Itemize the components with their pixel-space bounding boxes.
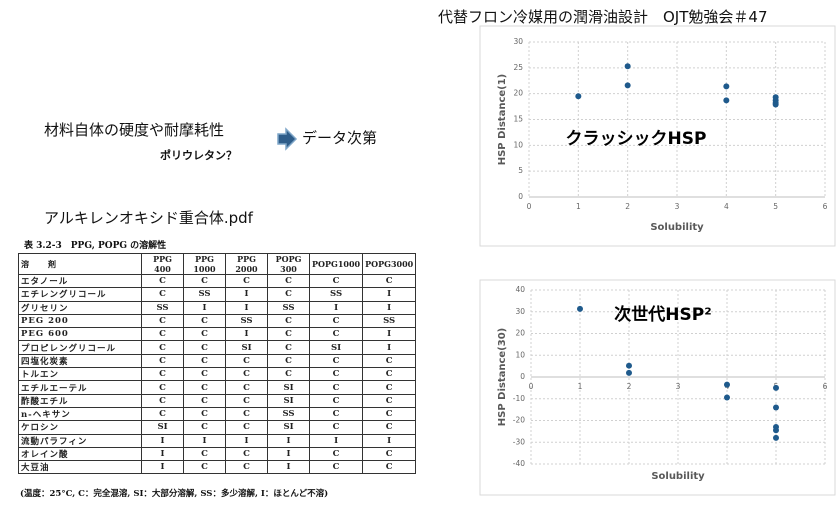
x-tick-label: 2 [625,202,630,211]
row: 流動パラフィン I I I I I I [18,433,417,448]
y-tick-label: 0 [518,192,523,201]
x-tick-label: 0 [529,382,534,391]
row: エチルエーテル C C C SI C C [18,380,417,395]
x-tick-label: 0 [527,202,532,211]
row: 大豆油 I C C I C C [18,460,417,475]
cell: 大豆油 [18,460,142,475]
table-caption: 表 3.2-3 PPG, POPG の溶解性 [24,241,167,251]
slide-title: 代替フロン冷媒用の潤滑油設計 OJT勉強会＃47 [438,8,768,26]
point [773,404,779,411]
y-tick-label: -40 [513,459,525,468]
cell: SS [362,313,417,329]
y-axis-label: HSP Distance(1) [497,74,508,166]
x-tick-label: 3 [675,202,680,211]
y-tick-label: -30 [513,437,525,446]
point [773,427,779,434]
x-tick-label: 3 [676,382,681,391]
y-tick-label: 10 [515,350,525,359]
point [723,97,730,104]
note: データ次第 [302,129,378,147]
y-tick-label: 30 [513,37,523,46]
y-tick-label: 5 [518,166,523,175]
y-tick-label: -10 [513,394,525,403]
point [773,384,779,391]
row: プロピレングリコール C C SI C SI I [18,340,417,355]
row: 酢酸エチル C C C SI C C [18,393,417,408]
x-tick-label: 1 [578,382,583,391]
point [626,369,632,376]
y-tick-label: 20 [515,329,525,338]
note: ポリウレタン？ [160,149,237,162]
header-row: 溶 剤 PPG 400 PPG 1000 PPG 2000 POPG 300 POPG10… [18,253,417,275]
header-cell: POPG 300 [267,253,310,275]
y-tick-label: 10 [513,140,523,149]
row: エタノール C C C C C C [18,273,417,289]
cell: C [362,460,417,475]
arrow-icon [277,127,298,151]
point [724,381,730,388]
table-footnote: (温度：25°C, C：完全混溶, SI：大部分溶解, SS：多少溶解, I：ほ… [20,489,329,499]
x-tick-label: 5 [773,202,778,211]
y-tick-label: 15 [513,115,523,124]
point [773,434,779,441]
point [624,82,631,89]
file-name: アルキレンオキシド重合体.pdf [44,209,253,227]
y-axis-label: HSP Distance(30) [497,328,508,426]
annotation: クラッシックHSP [566,129,707,149]
x-tick-label: 6 [823,202,828,211]
point [723,83,730,90]
y-tick-label: -20 [513,416,525,425]
x-axis-label: Solubility [650,222,704,233]
solubility-table: 溶 剤 PPG 400 PPG 1000 PPG 2000 POPG 300 POPG10… [18,253,417,475]
row: 四塩化炭素 C C C C C C [18,353,417,369]
y-tick-label: 30 [515,307,525,316]
point [626,362,632,369]
x-tick-label: 4 [724,202,729,211]
x-axis-label: Solubility [651,471,705,482]
point [624,63,631,70]
x-tick-label: 2 [627,382,632,391]
y-tick-label: 40 [515,285,525,294]
y-tick-label: 20 [513,89,523,98]
point [724,394,730,401]
row: グリセリン SS I I SS I I [18,300,417,315]
note: 材料自体の硬度や耐摩耗性 [44,121,225,139]
row: エチレングリコール C SS I C SS I [18,287,417,302]
point [772,101,779,108]
x-tick-label: 1 [576,202,581,211]
x-tick-label: 6 [823,382,828,391]
y-tick-label: 0 [520,372,525,381]
y-tick-label: 25 [513,63,523,72]
point [575,93,582,100]
row: PEG 600 C C I C C I [18,327,417,342]
point [577,305,583,312]
annotation: 次世代HSP² [614,304,711,325]
